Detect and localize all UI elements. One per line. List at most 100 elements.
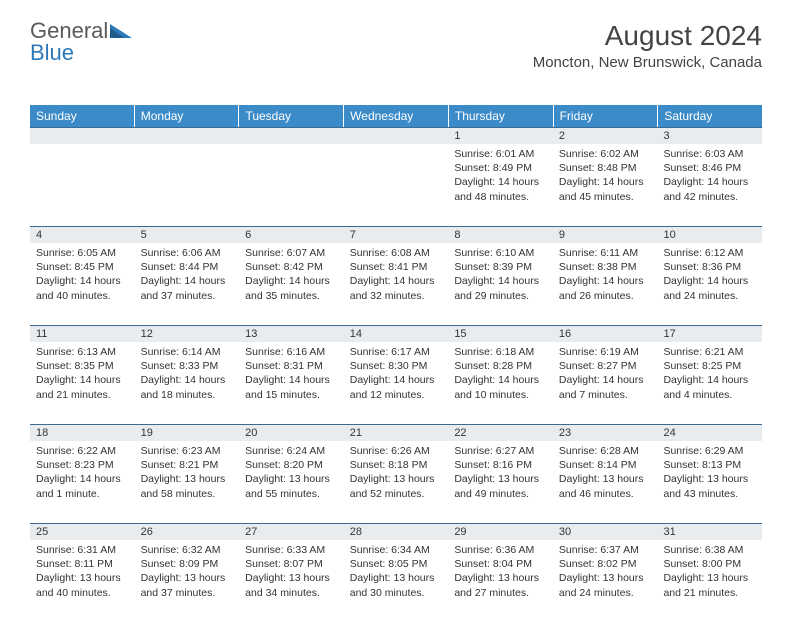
day-number: 8 xyxy=(448,227,553,243)
day-cell: Sunrise: 6:16 AMSunset: 8:31 PMDaylight:… xyxy=(239,342,344,424)
daylight-text: Daylight: 14 hours and 37 minutes. xyxy=(141,274,234,302)
day-cell: Sunrise: 6:22 AMSunset: 8:23 PMDaylight:… xyxy=(30,441,135,523)
day-cell-content: Sunrise: 6:12 AMSunset: 8:36 PMDaylight:… xyxy=(657,243,762,309)
day-cell: Sunrise: 6:05 AMSunset: 8:45 PMDaylight:… xyxy=(30,243,135,325)
sunset-text: Sunset: 8:49 PM xyxy=(454,161,547,175)
sunset-text: Sunset: 8:42 PM xyxy=(245,260,338,274)
brand-triangle-icon xyxy=(110,20,132,42)
weeks-container: 12 3Sunrise: 6:01 AMSunset: 8:49 PMDaylig… xyxy=(30,127,762,622)
sunset-text: Sunset: 8:35 PM xyxy=(36,359,129,373)
day-number: 24 xyxy=(657,425,762,441)
sunrise-text: Sunrise: 6:18 AM xyxy=(454,345,547,359)
day-cell-content: Sunrise: 6:16 AMSunset: 8:31 PMDaylight:… xyxy=(239,342,344,408)
daylight-text: Daylight: 14 hours and 4 minutes. xyxy=(663,373,756,401)
day-number: 16 xyxy=(553,326,658,342)
sunset-text: Sunset: 8:31 PM xyxy=(245,359,338,373)
day-number: 22 xyxy=(448,425,553,441)
week-content-row: Sunrise: 6:01 AMSunset: 8:49 PMDaylight:… xyxy=(30,144,762,226)
day-number: 3 xyxy=(657,128,762,144)
daylight-text: Daylight: 14 hours and 24 minutes. xyxy=(663,274,756,302)
daylight-text: Daylight: 13 hours and 55 minutes. xyxy=(245,472,338,500)
day-of-week-header-row: SundayMondayTuesdayWednesdayThursdayFrid… xyxy=(30,105,762,127)
sunset-text: Sunset: 8:09 PM xyxy=(141,557,234,571)
day-cell-content: Sunrise: 6:27 AMSunset: 8:16 PMDaylight:… xyxy=(448,441,553,507)
sunrise-text: Sunrise: 6:36 AM xyxy=(454,543,547,557)
day-number: 13 xyxy=(239,326,344,342)
day-cell xyxy=(344,144,449,226)
day-number xyxy=(30,128,135,144)
day-cell xyxy=(135,144,240,226)
day-cell: Sunrise: 6:31 AMSunset: 8:11 PMDaylight:… xyxy=(30,540,135,622)
sunset-text: Sunset: 8:36 PM xyxy=(663,260,756,274)
daylight-text: Daylight: 13 hours and 24 minutes. xyxy=(559,571,652,599)
day-cell-content: Sunrise: 6:28 AMSunset: 8:14 PMDaylight:… xyxy=(553,441,658,507)
day-cell-content xyxy=(135,144,240,153)
sunrise-text: Sunrise: 6:27 AM xyxy=(454,444,547,458)
daylight-text: Daylight: 13 hours and 21 minutes. xyxy=(663,571,756,599)
header: General Blue August 2024 Moncton, New Br… xyxy=(30,20,762,65)
day-cell: Sunrise: 6:10 AMSunset: 8:39 PMDaylight:… xyxy=(448,243,553,325)
day-cell: Sunrise: 6:38 AMSunset: 8:00 PMDaylight:… xyxy=(657,540,762,622)
daylight-text: Daylight: 14 hours and 40 minutes. xyxy=(36,274,129,302)
day-cell: Sunrise: 6:11 AMSunset: 8:38 PMDaylight:… xyxy=(553,243,658,325)
day-cell: Sunrise: 6:03 AMSunset: 8:46 PMDaylight:… xyxy=(657,144,762,226)
daylight-text: Daylight: 13 hours and 43 minutes. xyxy=(663,472,756,500)
day-cell-content: Sunrise: 6:18 AMSunset: 8:28 PMDaylight:… xyxy=(448,342,553,408)
day-number: 7 xyxy=(344,227,449,243)
day-cell: Sunrise: 6:19 AMSunset: 8:27 PMDaylight:… xyxy=(553,342,658,424)
sunset-text: Sunset: 8:20 PM xyxy=(245,458,338,472)
day-number: 5 xyxy=(135,227,240,243)
sunrise-text: Sunrise: 6:33 AM xyxy=(245,543,338,557)
week-content-row: Sunrise: 6:31 AMSunset: 8:11 PM Daylight:… xyxy=(30,540,762,622)
day-number: 12 xyxy=(135,326,240,342)
brand-logo: General Blue xyxy=(30,20,132,64)
sunrise-text: Sunrise: 6:31 AM xyxy=(36,543,129,557)
week-daynum-row: 18192021222324 xyxy=(30,424,762,441)
day-number: 27 xyxy=(239,524,344,540)
sunset-text: Sunset: 8:07 PM xyxy=(245,557,338,571)
daylight-text: Daylight: 14 hours and 21 minutes. xyxy=(36,373,129,401)
day-of-week-header: Tuesday xyxy=(239,105,344,127)
day-cell-content xyxy=(344,144,449,153)
day-cell-content: Sunrise: 6:08 AMSunset: 8:41 PMDaylight:… xyxy=(344,243,449,309)
sunset-text: Sunset: 8:27 PM xyxy=(559,359,652,373)
sunset-text: Sunset: 8:11 PM xyxy=(36,557,129,571)
sunset-text: Sunset: 8:05 PM xyxy=(350,557,443,571)
week-content-row: Sunrise: 6:13 AMSunset: 8:35 PMDaylight:… xyxy=(30,342,762,424)
sunset-text: Sunset: 8:02 PM xyxy=(559,557,652,571)
day-cell: Sunrise: 6:12 AMSunset: 8:36 PMDaylight:… xyxy=(657,243,762,325)
day-cell-content: Sunrise: 6:21 AMSunset: 8:25 PMDaylight:… xyxy=(657,342,762,408)
location: Moncton, New Brunswick, Canada xyxy=(533,54,762,71)
day-cell: Sunrise: 6:23 AMSunset: 8:21 PMDaylight:… xyxy=(135,441,240,523)
sunrise-text: Sunrise: 6:13 AM xyxy=(36,345,129,359)
sunrise-text: Sunrise: 6:02 AM xyxy=(559,147,652,161)
sunset-text: Sunset: 8:33 PM xyxy=(141,359,234,373)
day-number: 15 xyxy=(448,326,553,342)
day-number: 10 xyxy=(657,227,762,243)
day-number: 1 xyxy=(448,128,553,144)
day-cell: Sunrise: 6:29 AMSunset: 8:13 PMDaylight:… xyxy=(657,441,762,523)
day-cell-content: Sunrise: 6:11 AMSunset: 8:38 PMDaylight:… xyxy=(553,243,658,309)
sunrise-text: Sunrise: 6:38 AM xyxy=(663,543,756,557)
daylight-text: Daylight: 13 hours and 49 minutes. xyxy=(454,472,547,500)
day-cell: Sunrise: 6:26 AMSunset: 8:18 PMDaylight:… xyxy=(344,441,449,523)
day-cell-content: Sunrise: 6:24 AMSunset: 8:20 PMDaylight:… xyxy=(239,441,344,507)
day-number: 9 xyxy=(553,227,658,243)
day-cell-content: Sunrise: 6:38 AMSunset: 8:00 PMDaylight:… xyxy=(657,540,762,606)
daylight-text: Daylight: 13 hours and 37 minutes. xyxy=(141,571,234,599)
day-number xyxy=(135,128,240,144)
day-cell: Sunrise: 6:34 AMSunset: 8:05 PMDaylight:… xyxy=(344,540,449,622)
day-cell-content: Sunrise: 6:10 AMSunset: 8:39 PMDaylight:… xyxy=(448,243,553,309)
day-number: 6 xyxy=(239,227,344,243)
sunrise-text: Sunrise: 6:19 AM xyxy=(559,345,652,359)
day-of-week-header: Sunday xyxy=(30,105,135,127)
sunrise-text: Sunrise: 6:34 AM xyxy=(350,543,443,557)
sunrise-text: Sunrise: 6:08 AM xyxy=(350,246,443,260)
day-cell: Sunrise: 6:08 AMSunset: 8:41 PMDaylight:… xyxy=(344,243,449,325)
day-number: 25 xyxy=(30,524,135,540)
day-number: 26 xyxy=(135,524,240,540)
day-cell-content: Sunrise: 6:34 AMSunset: 8:05 PMDaylight:… xyxy=(344,540,449,606)
day-cell: Sunrise: 6:18 AMSunset: 8:28 PMDaylight:… xyxy=(448,342,553,424)
day-cell: Sunrise: 6:32 AMSunset: 8:09 PMDaylight:… xyxy=(135,540,240,622)
day-cell: Sunrise: 6:36 AMSunset: 8:04 PMDaylight:… xyxy=(448,540,553,622)
